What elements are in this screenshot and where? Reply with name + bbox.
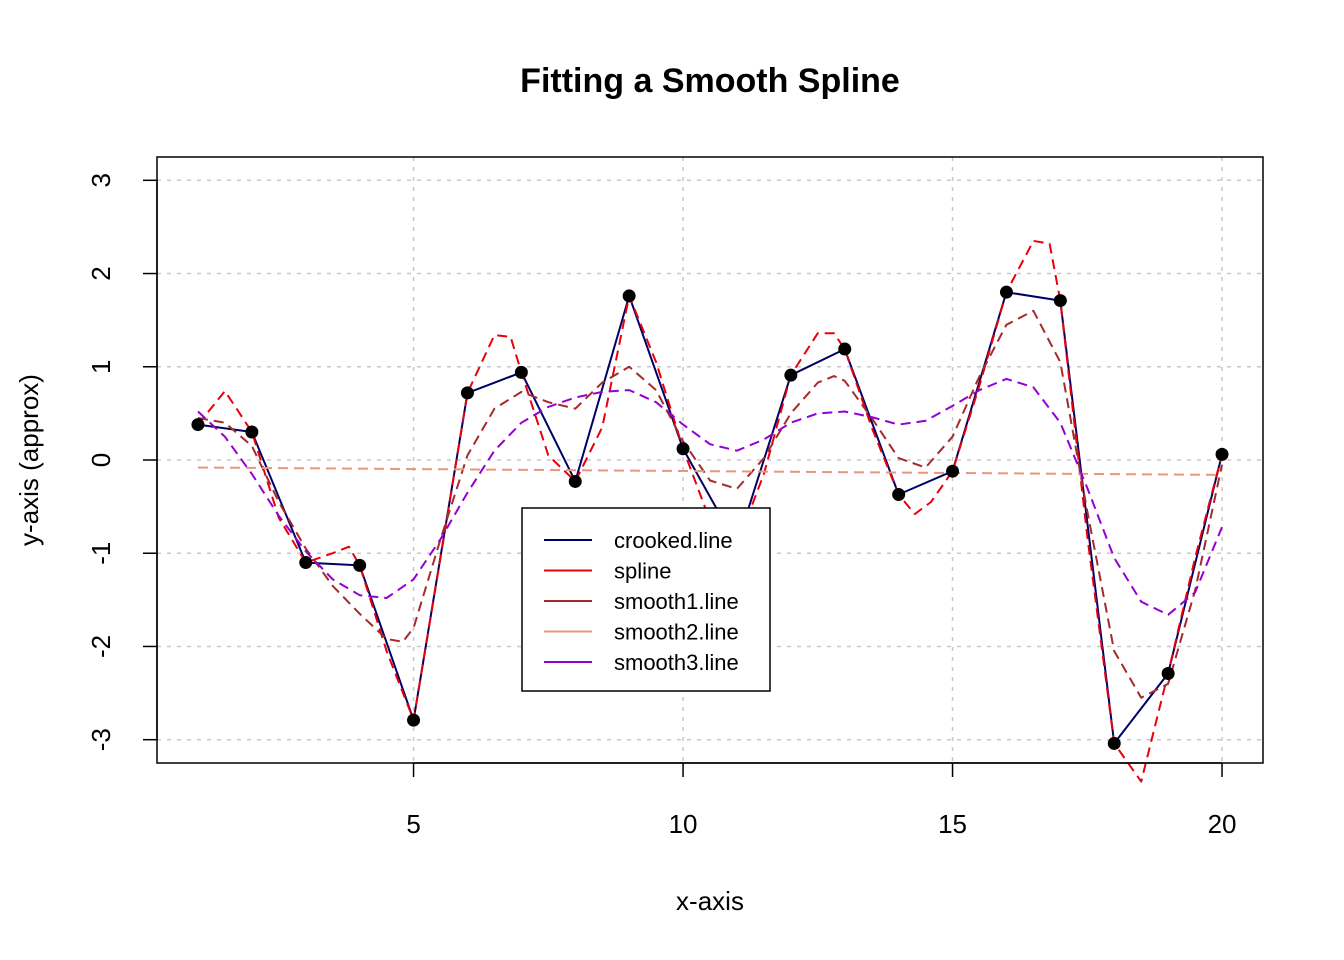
data-point-19 <box>1161 666 1175 680</box>
y-tick-label-1: -1 <box>86 542 116 565</box>
legend-label-smooth1-line: smooth1.line <box>614 589 739 614</box>
data-point-17 <box>1053 294 1067 308</box>
data-point-13 <box>838 342 852 356</box>
data-point-10 <box>676 442 690 456</box>
data-point-2 <box>245 425 259 439</box>
chart-title: Fitting a Smooth Spline <box>520 62 900 100</box>
y-tick-label-2: 2 <box>86 266 116 280</box>
data-point-1 <box>191 418 205 432</box>
legend-label-smooth2-line: smooth2.line <box>614 620 739 645</box>
data-point-8 <box>568 474 582 488</box>
series-smooth2-line <box>197 466 1223 476</box>
data-point-3 <box>299 556 313 570</box>
legend-box <box>521 507 771 692</box>
legend-label-crooked-line: crooked.line <box>614 528 733 553</box>
data-point-16 <box>999 285 1013 299</box>
data-point-6 <box>460 386 474 400</box>
y-tick-label-0: 0 <box>86 453 116 467</box>
y-tick-label-2: -2 <box>86 635 116 658</box>
legend-label-spline: spline <box>614 559 671 584</box>
data-point-7 <box>514 365 528 379</box>
data-point-20 <box>1215 447 1229 461</box>
x-axis-label: x-axis <box>676 886 744 916</box>
x-axis: 5 10 15 20 <box>406 762 1237 839</box>
series-smooth1-line <box>197 309 1223 699</box>
y-tick-label-3: -3 <box>86 728 116 751</box>
data-points <box>191 285 1229 750</box>
y-tick-label-3: 3 <box>86 173 116 187</box>
y-axis-label: y-axis (approx) <box>14 374 44 546</box>
data-point-15 <box>946 464 960 478</box>
x-tick-label-20: 20 <box>1208 809 1237 839</box>
data-point-9 <box>622 289 636 303</box>
data-point-12 <box>784 368 798 382</box>
x-tick-label-10: 10 <box>669 809 698 839</box>
data-point-5 <box>407 713 421 727</box>
y-axis: -3 -2 -1 0 1 2 3 <box>86 173 158 751</box>
data-point-18 <box>1107 736 1121 750</box>
series-smooth3-line <box>197 377 1223 616</box>
legend: crooked.line spline smooth1.line smooth2.li… <box>521 507 771 692</box>
x-tick-label-5: 5 <box>406 809 420 839</box>
legend-label-smooth3-line: smooth3.line <box>614 650 739 675</box>
data-point-14 <box>892 487 906 501</box>
data-point-4 <box>353 558 367 572</box>
x-tick-label-15: 15 <box>938 809 967 839</box>
y-tick-label-1: 1 <box>86 360 116 374</box>
